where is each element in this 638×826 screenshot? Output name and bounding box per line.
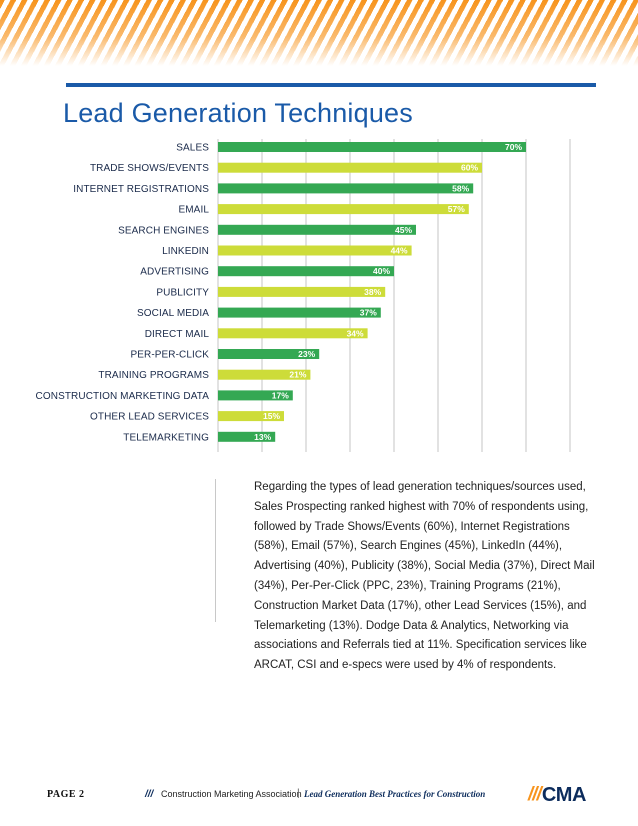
decorative-stripes-banner <box>0 0 638 66</box>
value-label: 17% <box>272 390 289 400</box>
category-label: PUBLICITY <box>156 287 209 298</box>
category-label: TRAINING PROGRAMS <box>98 370 209 381</box>
bar <box>218 328 368 339</box>
value-label: 34% <box>347 328 364 338</box>
footer: PAGE 2 /// Construction Marketing Associ… <box>0 784 638 814</box>
category-label: ADVERTISING <box>140 267 209 278</box>
category-label: INTERNET REGISTRATIONS <box>73 184 209 195</box>
footer-document-title: Lead Generation Best Practices for Const… <box>304 789 486 799</box>
description-rule <box>215 479 216 622</box>
header-rule <box>66 83 596 87</box>
bar <box>218 204 469 215</box>
category-label: OTHER LEAD SERVICES <box>90 412 209 423</box>
value-label: 45% <box>395 225 412 235</box>
category-label: SALES <box>176 143 209 154</box>
value-label: 57% <box>448 204 465 214</box>
bar <box>218 266 394 277</box>
value-label: 13% <box>254 432 271 442</box>
logo-text: CMA <box>541 783 587 806</box>
value-label: 44% <box>391 246 408 256</box>
category-label: DIRECT MAIL <box>145 329 210 340</box>
page-title: Lead Generation Techniques <box>63 98 413 128</box>
value-label: 70% <box>505 142 522 152</box>
category-label: SOCIAL MEDIA <box>137 308 209 319</box>
bar <box>218 307 381 318</box>
category-label: LINKEDIN <box>162 246 209 257</box>
value-label: 21% <box>289 370 306 380</box>
category-label: EMAIL <box>178 205 209 216</box>
bar <box>218 142 526 152</box>
footer-association: Construction Marketing Association <box>161 789 302 799</box>
category-label: SEARCH ENGINES <box>118 225 209 236</box>
value-label: 40% <box>373 266 390 276</box>
value-label: 38% <box>364 287 381 297</box>
bar <box>218 245 412 256</box>
cma-logo: /// CMA <box>528 784 586 806</box>
description-text: Regarding the types of lead generation t… <box>254 481 595 672</box>
bar <box>218 349 320 359</box>
logo-slashes: /// <box>528 784 542 805</box>
category-label: TRADE SHOWS/EVENTS <box>90 163 209 174</box>
bar <box>218 431 276 442</box>
bar <box>218 224 416 235</box>
value-label: 23% <box>298 349 315 359</box>
bar <box>218 390 293 401</box>
category-label: CONSTRUCTION MARKETING DATA <box>36 391 210 402</box>
value-label: 58% <box>452 183 469 193</box>
page-number: PAGE 2 <box>47 789 85 800</box>
bar-chart: SALES 70% TRADE SHOWS/EVENTS 60% INTERNET RE… <box>36 139 571 452</box>
footer-separator: | <box>297 788 300 799</box>
bar <box>218 411 284 422</box>
bar <box>218 286 386 297</box>
bar <box>218 162 482 173</box>
value-label: 60% <box>461 163 478 173</box>
value-label: 37% <box>360 308 377 318</box>
bar <box>218 369 311 380</box>
value-label: 15% <box>263 411 280 421</box>
category-label: PER-PER-CLICK <box>130 350 209 361</box>
bar <box>218 183 474 194</box>
footer-slashes: /// <box>145 789 154 800</box>
category-label: TELEMARKETING <box>123 432 209 443</box>
